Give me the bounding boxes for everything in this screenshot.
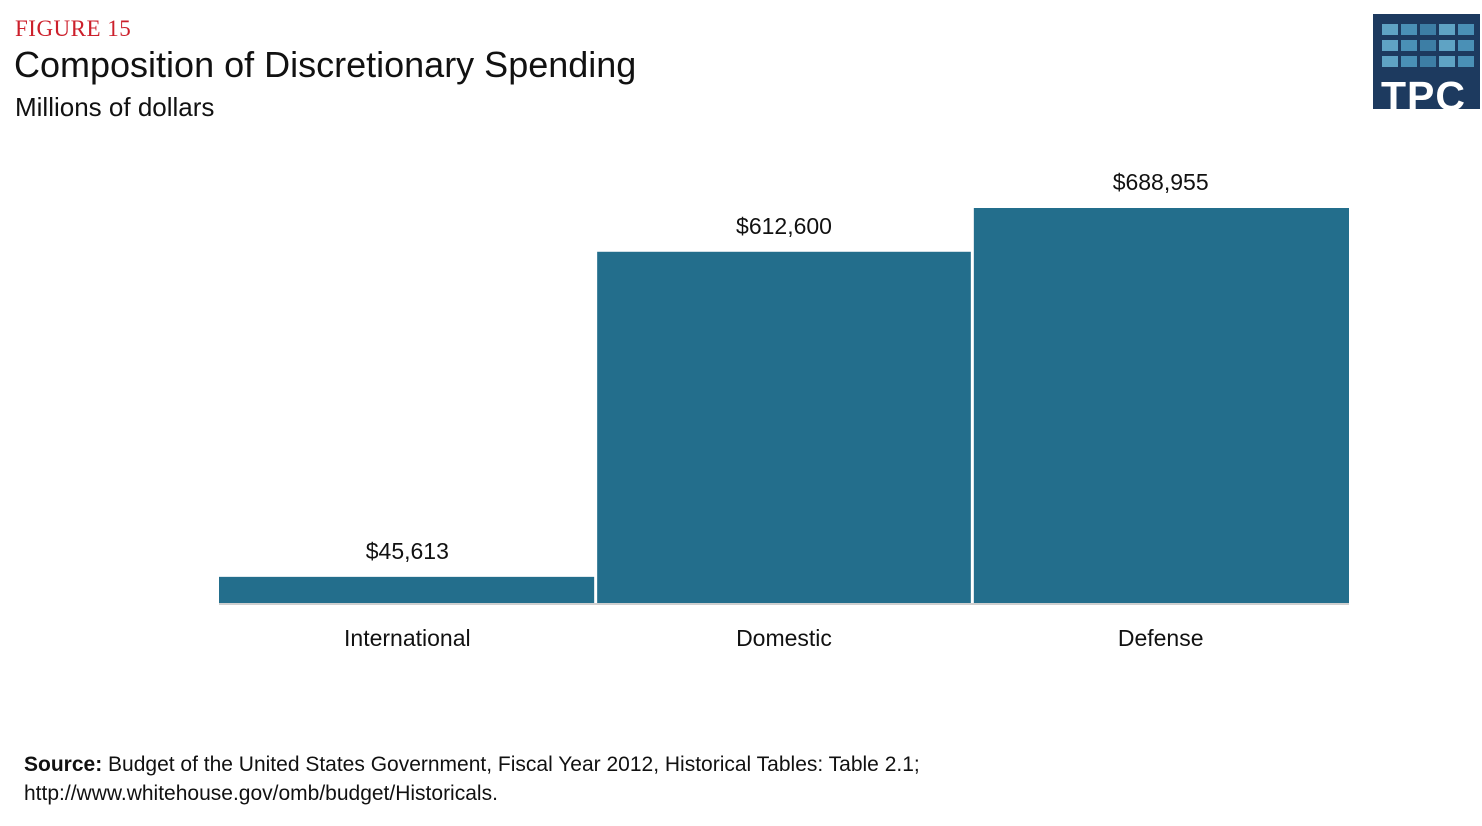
logo-text: TPC xyxy=(1381,73,1466,119)
bar-defense xyxy=(973,208,1349,603)
logo-tile xyxy=(1401,40,1417,51)
chart-subtitle: Millions of dollars xyxy=(15,92,215,122)
x-tick-label: Defense xyxy=(1118,625,1204,651)
data-label: $688,955 xyxy=(1113,169,1209,195)
logo-tile xyxy=(1401,56,1417,67)
logo-tile xyxy=(1439,56,1455,67)
logo-tile xyxy=(1401,24,1417,35)
logo-tile xyxy=(1382,56,1398,67)
data-label: $612,600 xyxy=(736,213,832,239)
logo-tile xyxy=(1420,40,1436,51)
bar-domestic xyxy=(597,251,971,603)
logo-tile xyxy=(1420,56,1436,67)
logo-tile xyxy=(1382,40,1398,51)
logo-tile xyxy=(1458,40,1474,51)
logo-tiles xyxy=(1382,24,1474,67)
figure-label: FIGURE 15 xyxy=(15,16,132,41)
logo-tile xyxy=(1458,24,1474,35)
bar-international xyxy=(219,576,595,603)
logo-tile xyxy=(1382,24,1398,35)
data-label: $45,613 xyxy=(366,538,449,564)
source-url: http://www.whitehouse.gov/omb/budget/His… xyxy=(24,782,498,805)
x-tick-label: International xyxy=(344,625,471,651)
logo-tile xyxy=(1439,40,1455,51)
tpc-logo: TPC xyxy=(1373,14,1480,117)
logo-tile xyxy=(1420,24,1436,35)
x-tick-label: Domestic xyxy=(736,625,832,651)
logo-tile xyxy=(1439,24,1455,35)
source-note: Source: Budget of the United States Gove… xyxy=(24,750,1444,808)
logo-tile xyxy=(1458,56,1474,67)
chart-title: Composition of Discretionary Spending xyxy=(14,44,637,85)
source-label: Source: xyxy=(24,753,103,776)
source-text: Budget of the United States Government, … xyxy=(102,753,920,776)
bar-chart: $45,613 International $612,600 Domestic $688… xyxy=(219,169,1349,651)
